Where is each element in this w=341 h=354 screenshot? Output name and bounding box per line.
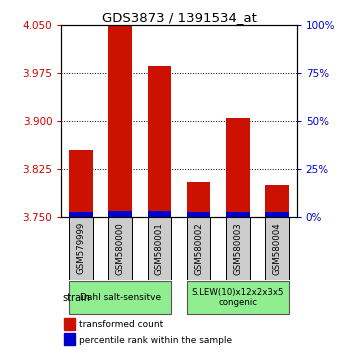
Bar <box>108 25 132 217</box>
Bar <box>265 212 289 217</box>
Bar <box>265 217 289 280</box>
Bar <box>187 281 289 314</box>
Text: GSM580000: GSM580000 <box>116 222 125 275</box>
Bar <box>148 217 171 280</box>
Text: GSM580004: GSM580004 <box>272 222 282 275</box>
Bar <box>265 185 289 217</box>
Text: GSM579999: GSM579999 <box>76 222 86 274</box>
Text: transformed count: transformed count <box>79 320 163 329</box>
Text: Dahl salt-sensitve: Dahl salt-sensitve <box>80 293 161 302</box>
Bar <box>64 333 75 346</box>
Text: GSM580003: GSM580003 <box>233 222 242 275</box>
Bar <box>69 150 93 217</box>
Bar <box>69 212 93 217</box>
Text: percentile rank within the sample: percentile rank within the sample <box>79 336 232 344</box>
Bar <box>69 217 93 280</box>
Bar <box>64 318 75 330</box>
Bar <box>226 217 250 280</box>
Text: GSM580001: GSM580001 <box>155 222 164 275</box>
Bar <box>108 217 132 280</box>
Bar <box>187 182 210 217</box>
Polygon shape <box>78 290 82 306</box>
Bar <box>69 281 171 314</box>
Bar <box>108 211 132 217</box>
Title: GDS3873 / 1391534_at: GDS3873 / 1391534_at <box>102 11 256 24</box>
Bar <box>187 212 210 217</box>
Text: S.LEW(10)x12x2x3x5
congenic: S.LEW(10)x12x2x3x5 congenic <box>192 288 284 307</box>
Text: strain: strain <box>62 293 90 303</box>
Text: GSM580002: GSM580002 <box>194 222 203 275</box>
Bar <box>148 67 171 217</box>
Bar <box>226 118 250 217</box>
Bar <box>148 211 171 217</box>
Bar <box>226 212 250 217</box>
Bar <box>187 217 210 280</box>
